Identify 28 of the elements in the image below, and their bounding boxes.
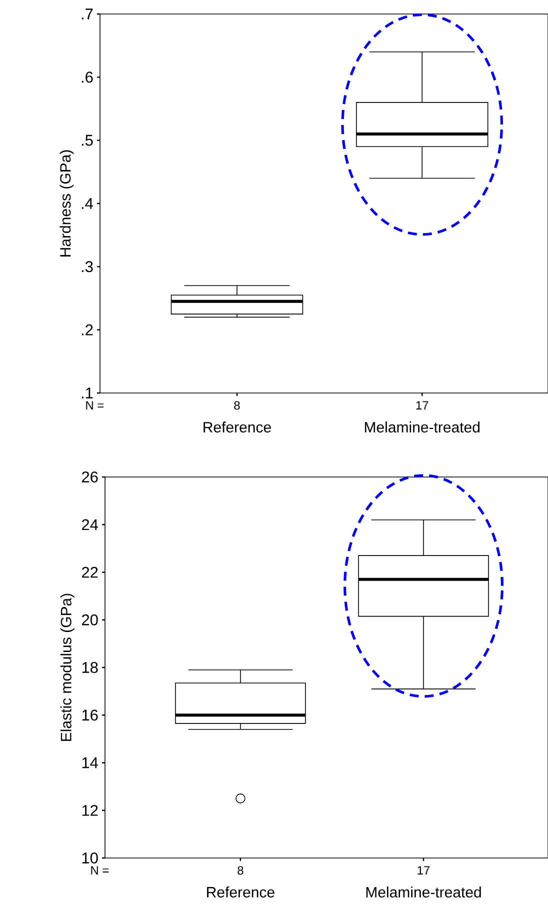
y-tick-label: .2: [82, 324, 93, 336]
y-tick-label: 24: [82, 519, 98, 530]
y-tick-label: 22: [82, 566, 98, 578]
y-tick-label: .3: [82, 261, 93, 272]
text: 8: [238, 866, 244, 875]
y-axis-title: Elastic modulus (GPa): [60, 594, 74, 741]
y-axis-title: Hardness (GPa): [60, 150, 74, 256]
y-tick-label: .7: [82, 8, 93, 20]
x-tick-label: Melamine-treated: [366, 886, 481, 898]
y-tick-label: 20: [82, 614, 98, 626]
y-tick-label: 14: [82, 757, 98, 768]
x-tick-label: Reference: [204, 422, 271, 433]
text: 8: [234, 401, 240, 410]
y-tick-label: 18: [82, 662, 98, 673]
y-tick-label: 10: [82, 852, 98, 864]
x-tick-label: Melamine-treated: [364, 422, 480, 433]
y-tick-label: .1: [82, 388, 93, 398]
y-tick-label: 26: [82, 472, 98, 482]
y-tick-label: 12: [82, 804, 98, 816]
y-tick-label: .4: [82, 198, 94, 209]
x-tick-label: Reference: [207, 886, 274, 898]
text: 17: [418, 866, 430, 874]
text: 17: [416, 401, 428, 410]
y-tick-label: 16: [82, 710, 98, 721]
y-tick-label: .5: [82, 134, 93, 146]
text: N =: [91, 866, 109, 874]
y-tick-label: .6: [82, 72, 93, 83]
text: N =: [86, 401, 104, 410]
